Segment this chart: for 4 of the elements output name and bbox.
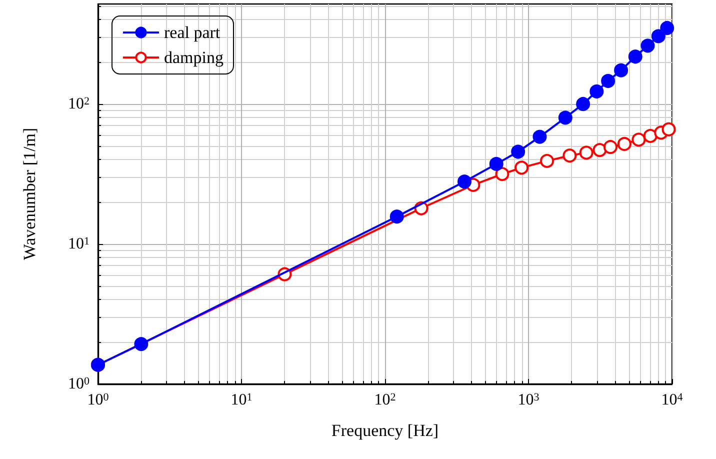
legend-label: damping	[164, 48, 224, 67]
y-axis-title: Wavenumber [1/m]	[20, 128, 39, 260]
x-axis-title: Frequency [Hz]	[331, 421, 439, 440]
legend-label: real part	[164, 23, 220, 42]
